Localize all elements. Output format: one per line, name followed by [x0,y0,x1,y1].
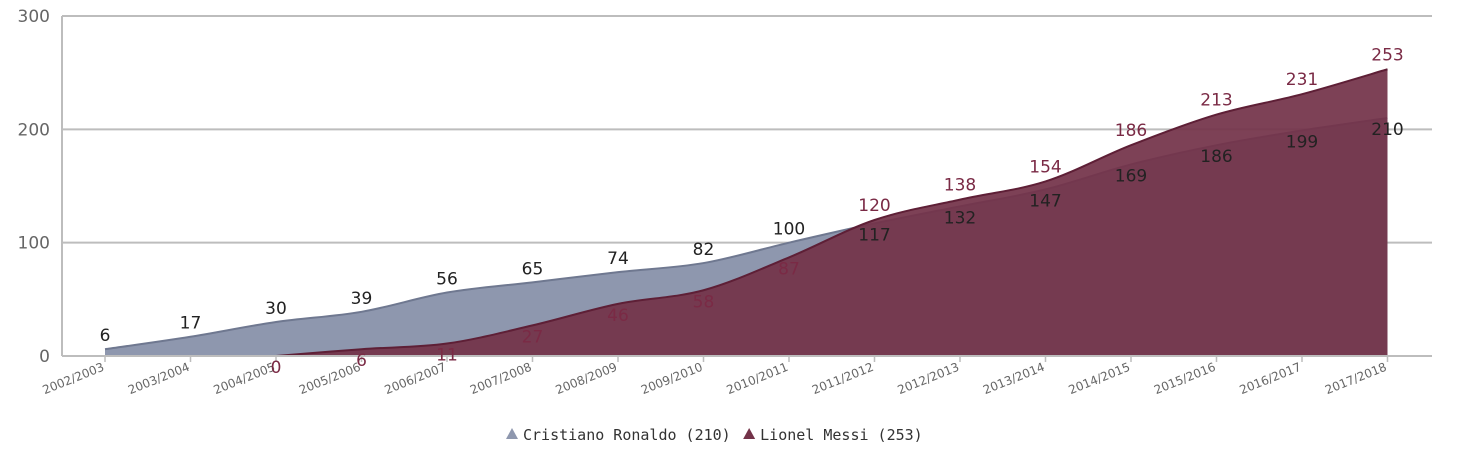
y-tick-label: 100 [18,234,50,254]
data-label-ronaldo: 100 [773,220,805,240]
data-label-messi: 46 [607,306,629,326]
data-label-messi: 0 [271,358,282,378]
data-label-ronaldo: 132 [944,208,976,228]
x-tick-label: 2007/2008 [468,360,534,397]
data-label-ronaldo: 117 [858,225,890,245]
x-tick-label: 2016/2017 [1237,360,1303,397]
series-line-1 [275,68,1388,357]
x-tick-label: 2009/2010 [639,360,705,397]
triangle-marker-icon [743,428,756,439]
triangle-marker-icon [506,428,518,439]
y-tick-label: 0 [39,347,50,367]
x-tick-label: 2015/2016 [1152,360,1218,397]
data-label-ronaldo: 74 [607,249,629,269]
data-label-ronaldo: 56 [436,270,458,290]
data-label-messi: 87 [778,259,800,279]
x-tick-label: 2012/2013 [895,360,961,397]
data-label-messi: 154 [1029,157,1061,177]
legend-label: Lionel Messi (253) [760,426,923,444]
data-label-ronaldo: 169 [1115,166,1147,186]
data-label-messi: 6 [356,351,367,371]
x-tick-label: 2003/2004 [126,360,192,397]
x-tick-label: 2008/2009 [553,360,619,397]
data-label-messi: 231 [1286,70,1318,90]
x-tick-label: 2005/2006 [297,360,363,397]
data-label-messi: 11 [436,346,458,366]
y-tick-label: 300 [18,7,50,27]
x-tick-label: 2014/2015 [1066,360,1132,397]
legend-label: Cristiano Ronaldo (210) [523,426,731,444]
data-label-messi: 138 [944,176,976,196]
legend: Cristiano Ronaldo (210) Lionel Messi (253… [506,426,923,444]
area-layer [104,68,1388,357]
series-area-1 [276,69,1388,357]
x-tick-label: 2010/2011 [724,360,790,397]
data-label-messi: 58 [693,292,715,312]
legend-item-1[interactable]: Lionel Messi (253) [743,426,923,444]
x-tick-label: 2002/2003 [40,360,106,397]
y-tick-label: 200 [18,120,50,140]
data-label-ronaldo: 199 [1286,132,1318,152]
data-label-ronaldo: 186 [1200,147,1232,167]
data-label-ronaldo: 17 [180,314,202,334]
data-label-messi: 253 [1371,45,1403,65]
data-label-ronaldo: 6 [100,326,111,346]
legend-item-0[interactable]: Cristiano Ronaldo (210) [506,426,731,444]
data-label-ronaldo: 30 [265,299,287,319]
x-tick-label: 2004/2005 [211,360,277,397]
data-label-ronaldo: 39 [351,289,373,309]
data-label-ronaldo: 210 [1371,120,1403,140]
x-tick-label: 2017/2018 [1323,360,1389,397]
x-tick-label: 2011/2012 [810,360,876,397]
data-label-ronaldo: 65 [522,259,544,279]
data-label-messi: 213 [1200,91,1232,111]
data-label-messi: 186 [1115,121,1147,141]
data-label-messi: 27 [522,327,544,347]
data-label-messi: 120 [858,196,890,216]
data-label-ronaldo: 82 [693,240,715,260]
data-label-layer: 6 17 30 39 56 65 74 82 100 117 132 147 169 186 199 210 0… [100,45,1404,378]
data-label-ronaldo: 147 [1029,191,1061,211]
x-tick-label: 2013/2014 [981,360,1047,397]
